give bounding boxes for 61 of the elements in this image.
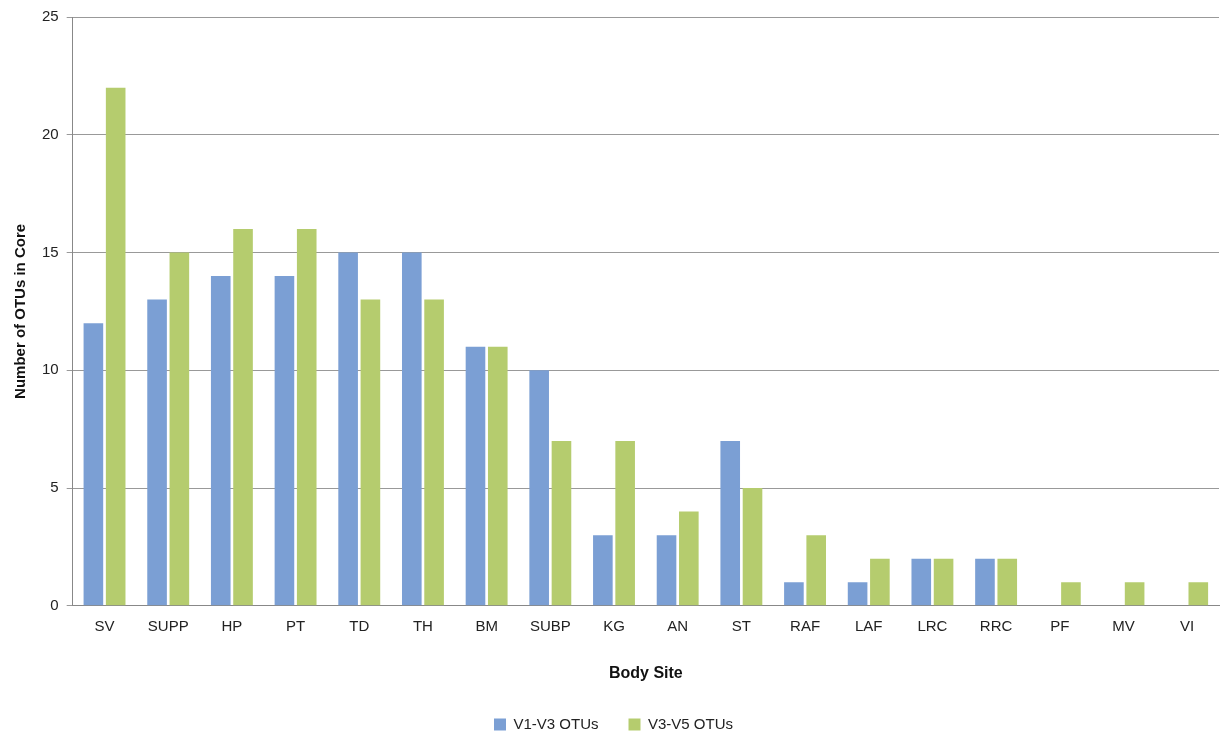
y-tick-label: 5 (50, 478, 59, 496)
bar (720, 440, 741, 606)
bar (360, 299, 381, 606)
bar (593, 535, 613, 606)
y-tick-label: 0 (50, 595, 59, 613)
bar (424, 299, 444, 606)
bar (105, 87, 126, 606)
bar (210, 276, 231, 606)
x-axis-title: Body Site (608, 663, 683, 681)
x-tick-label: HP (221, 616, 243, 634)
bar (338, 252, 358, 606)
x-tick-label: ST (731, 616, 751, 634)
y-axis-title: Number of OTUs in Core (11, 223, 29, 399)
bar (742, 488, 763, 606)
bar (83, 323, 104, 606)
legend-label: V3-V5 OTUs (648, 714, 734, 732)
x-tick-label: MV (1112, 616, 1135, 634)
x-tick-label: KG (603, 616, 625, 634)
bar (274, 276, 295, 606)
bar (870, 558, 890, 606)
y-tick-label: 25 (42, 7, 59, 25)
bar (1124, 582, 1145, 606)
x-tick-label: BM (475, 616, 498, 634)
bar (233, 228, 253, 606)
bar (784, 582, 804, 606)
x-tick-label: TD (349, 616, 370, 634)
y-tick-label: 10 (42, 360, 59, 378)
bar (679, 511, 699, 606)
bar (933, 558, 954, 606)
bar (1188, 582, 1209, 606)
y-tick-label: 20 (42, 124, 59, 142)
x-tick-label: TH (412, 616, 433, 634)
bar (487, 346, 508, 606)
bar (656, 535, 677, 606)
bar (806, 535, 827, 606)
x-tick-label: PT (285, 616, 306, 634)
bar (147, 299, 167, 606)
x-tick-label: SV (94, 616, 115, 634)
bar (296, 228, 317, 606)
legend-label: V1-V3 OTUs (513, 714, 599, 732)
x-tick-label: RRC (979, 616, 1013, 634)
x-tick-label: SUBP (529, 616, 571, 634)
bar (615, 440, 635, 606)
x-tick-label: LRC (917, 616, 948, 634)
x-tick-label: LAF (854, 616, 883, 634)
x-tick-label: VI (1180, 616, 1195, 634)
bar (997, 558, 1018, 606)
bar (1061, 582, 1081, 606)
bar (911, 558, 932, 606)
x-tick-label: SUPP (147, 616, 189, 634)
bar (975, 558, 995, 606)
bar (465, 346, 486, 606)
bar (169, 252, 190, 606)
x-tick-label: PF (1050, 616, 1070, 634)
x-tick-label: AN (667, 616, 689, 634)
bar (402, 252, 422, 606)
bar (847, 582, 868, 606)
x-tick-label: RAF (790, 616, 821, 634)
bar (529, 370, 549, 606)
bar (551, 440, 572, 606)
y-tick-label: 15 (42, 242, 59, 260)
